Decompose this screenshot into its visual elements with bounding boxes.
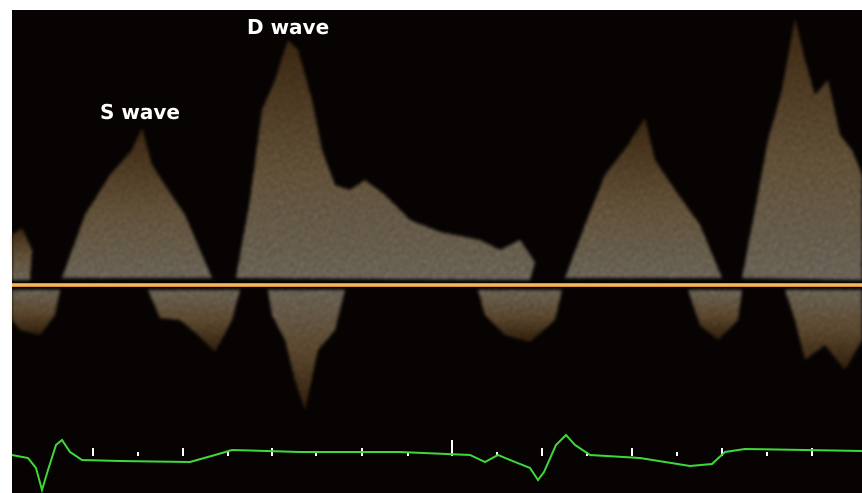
page: S wave D wave (() => { const data = JSON… (0, 0, 862, 493)
d-wave-label: D wave (247, 15, 329, 39)
doppler-image: S wave D wave (0, 0, 862, 493)
s-wave-label: S wave (100, 100, 180, 124)
